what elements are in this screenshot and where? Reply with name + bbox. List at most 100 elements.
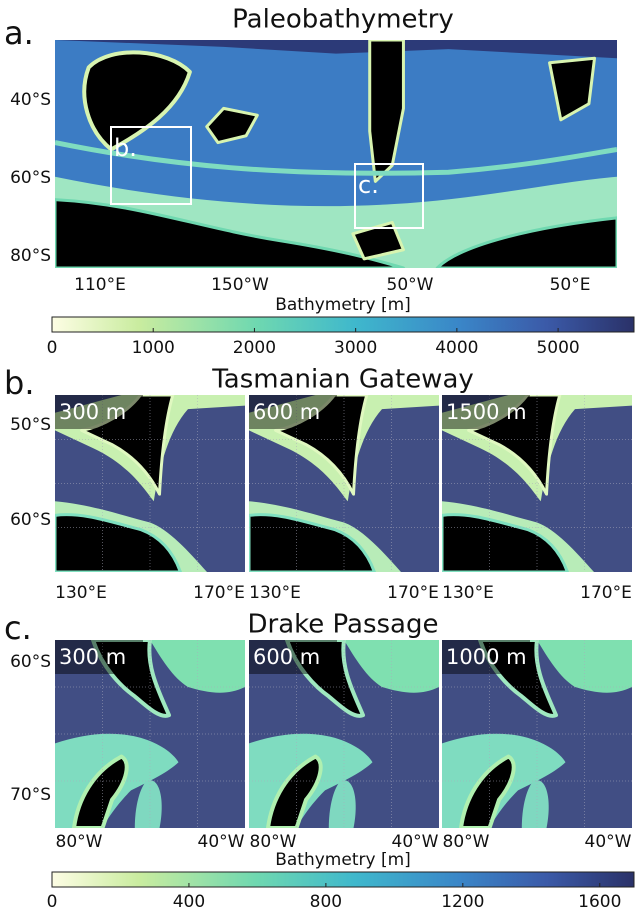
land [344, 640, 439, 693]
y-tick-label: 60°S [10, 652, 51, 672]
graticule [442, 395, 632, 572]
depth-label-bg [55, 640, 143, 674]
panel-letter: c. [4, 609, 32, 647]
region-map [442, 640, 632, 828]
panel-title: Drake Passage [247, 610, 438, 640]
colorbar-tick-label: 4000 [435, 338, 478, 358]
land [287, 640, 363, 716]
panel-title: Tasmanian Gateway [211, 365, 474, 395]
depth-label-bg [249, 395, 337, 429]
x-tick-label: 150°W [211, 275, 269, 295]
graticule [55, 395, 245, 572]
land [93, 640, 169, 716]
graticule [249, 640, 439, 828]
y-tick-label: 60°S [10, 168, 51, 188]
graticule [442, 395, 632, 572]
depth-label-bg [249, 640, 337, 674]
land [370, 40, 404, 181]
graticule [55, 395, 245, 572]
y-tick-label: 50°S [10, 415, 51, 435]
graticule [55, 640, 245, 828]
graticule [55, 640, 245, 828]
colorbar-tick-label: 3000 [334, 338, 377, 358]
inset-box [110, 126, 192, 205]
land [537, 640, 632, 693]
panel-letter: a. [4, 14, 34, 52]
y-tick-label: 80°S [10, 246, 51, 266]
land [550, 58, 595, 120]
land [442, 515, 567, 572]
colorbar [51, 316, 635, 333]
bathymetry-map [55, 40, 617, 268]
land [74, 757, 127, 828]
graticule [249, 395, 439, 572]
land [461, 757, 514, 828]
depth-label-bg [442, 395, 530, 429]
land [328, 780, 356, 828]
graticule [249, 395, 439, 572]
graticule [249, 640, 439, 828]
x-tick-label: 130°E [249, 583, 301, 603]
colorbar-tick-label: 400 [173, 892, 205, 912]
land [55, 515, 180, 572]
graticule [442, 640, 632, 828]
x-tick-label: 80°W [250, 832, 297, 852]
graticule [442, 395, 632, 572]
graticule [249, 640, 439, 828]
land [55, 40, 617, 59]
graticule [249, 395, 439, 572]
land [521, 780, 549, 828]
depth-label: 300 m [59, 645, 126, 669]
depth-label: 300 m [59, 400, 126, 424]
inset-label: b. [114, 134, 137, 162]
x-tick-label: 130°E [442, 583, 494, 603]
depth-label-bg [55, 395, 143, 429]
x-tick-label: 80°W [56, 832, 103, 852]
region-map [249, 640, 439, 828]
x-tick-label: 40°W [585, 832, 632, 852]
graticule [55, 640, 245, 828]
depth-label: 1000 m [446, 645, 527, 669]
x-tick-label: 50°E [550, 275, 591, 295]
x-tick-label: 170°E [387, 583, 439, 603]
x-tick-label: 80°W [443, 832, 490, 852]
depth-label-bg [442, 640, 530, 674]
inset-box [354, 163, 424, 229]
x-tick-label: 170°E [580, 583, 632, 603]
colorbar-tick-label: 1000 [132, 338, 175, 358]
colorbar-tick-label: 0 [47, 892, 58, 912]
colorbar-tick-label: 1600 [578, 892, 621, 912]
inset-label: c. [358, 171, 379, 199]
land [134, 780, 162, 828]
depth-label: 1500 m [446, 400, 527, 424]
y-tick-label: 60°S [10, 510, 51, 530]
x-tick-label: 50°W [387, 275, 434, 295]
graticule [442, 640, 632, 828]
panel-title: Paleobathymetry [232, 5, 454, 35]
colorbar-tick-label: 5000 [536, 338, 579, 358]
land [55, 143, 617, 174]
colorbar-label: Bathymetry [m] [275, 850, 411, 870]
land [353, 222, 404, 258]
x-tick-label: 40°W [198, 832, 245, 852]
y-tick-label: 40°S [10, 90, 51, 110]
graticule [55, 395, 245, 572]
depth-label: 600 m [253, 400, 320, 424]
land [84, 52, 190, 149]
y-tick-label: 70°S [10, 785, 51, 805]
land [207, 108, 258, 142]
colorbar-tick-label: 0 [47, 338, 58, 358]
region-map [442, 395, 632, 572]
x-tick-label: 170°E [193, 583, 245, 603]
region-map [249, 395, 439, 572]
x-tick-label: 110°E [74, 275, 126, 295]
region-map [55, 640, 245, 828]
land [480, 640, 556, 716]
land [268, 757, 321, 828]
region-map [55, 395, 245, 572]
colorbar-tick-label: 1200 [441, 892, 484, 912]
land [249, 515, 374, 572]
colorbar [51, 871, 635, 888]
graticule [442, 640, 632, 828]
